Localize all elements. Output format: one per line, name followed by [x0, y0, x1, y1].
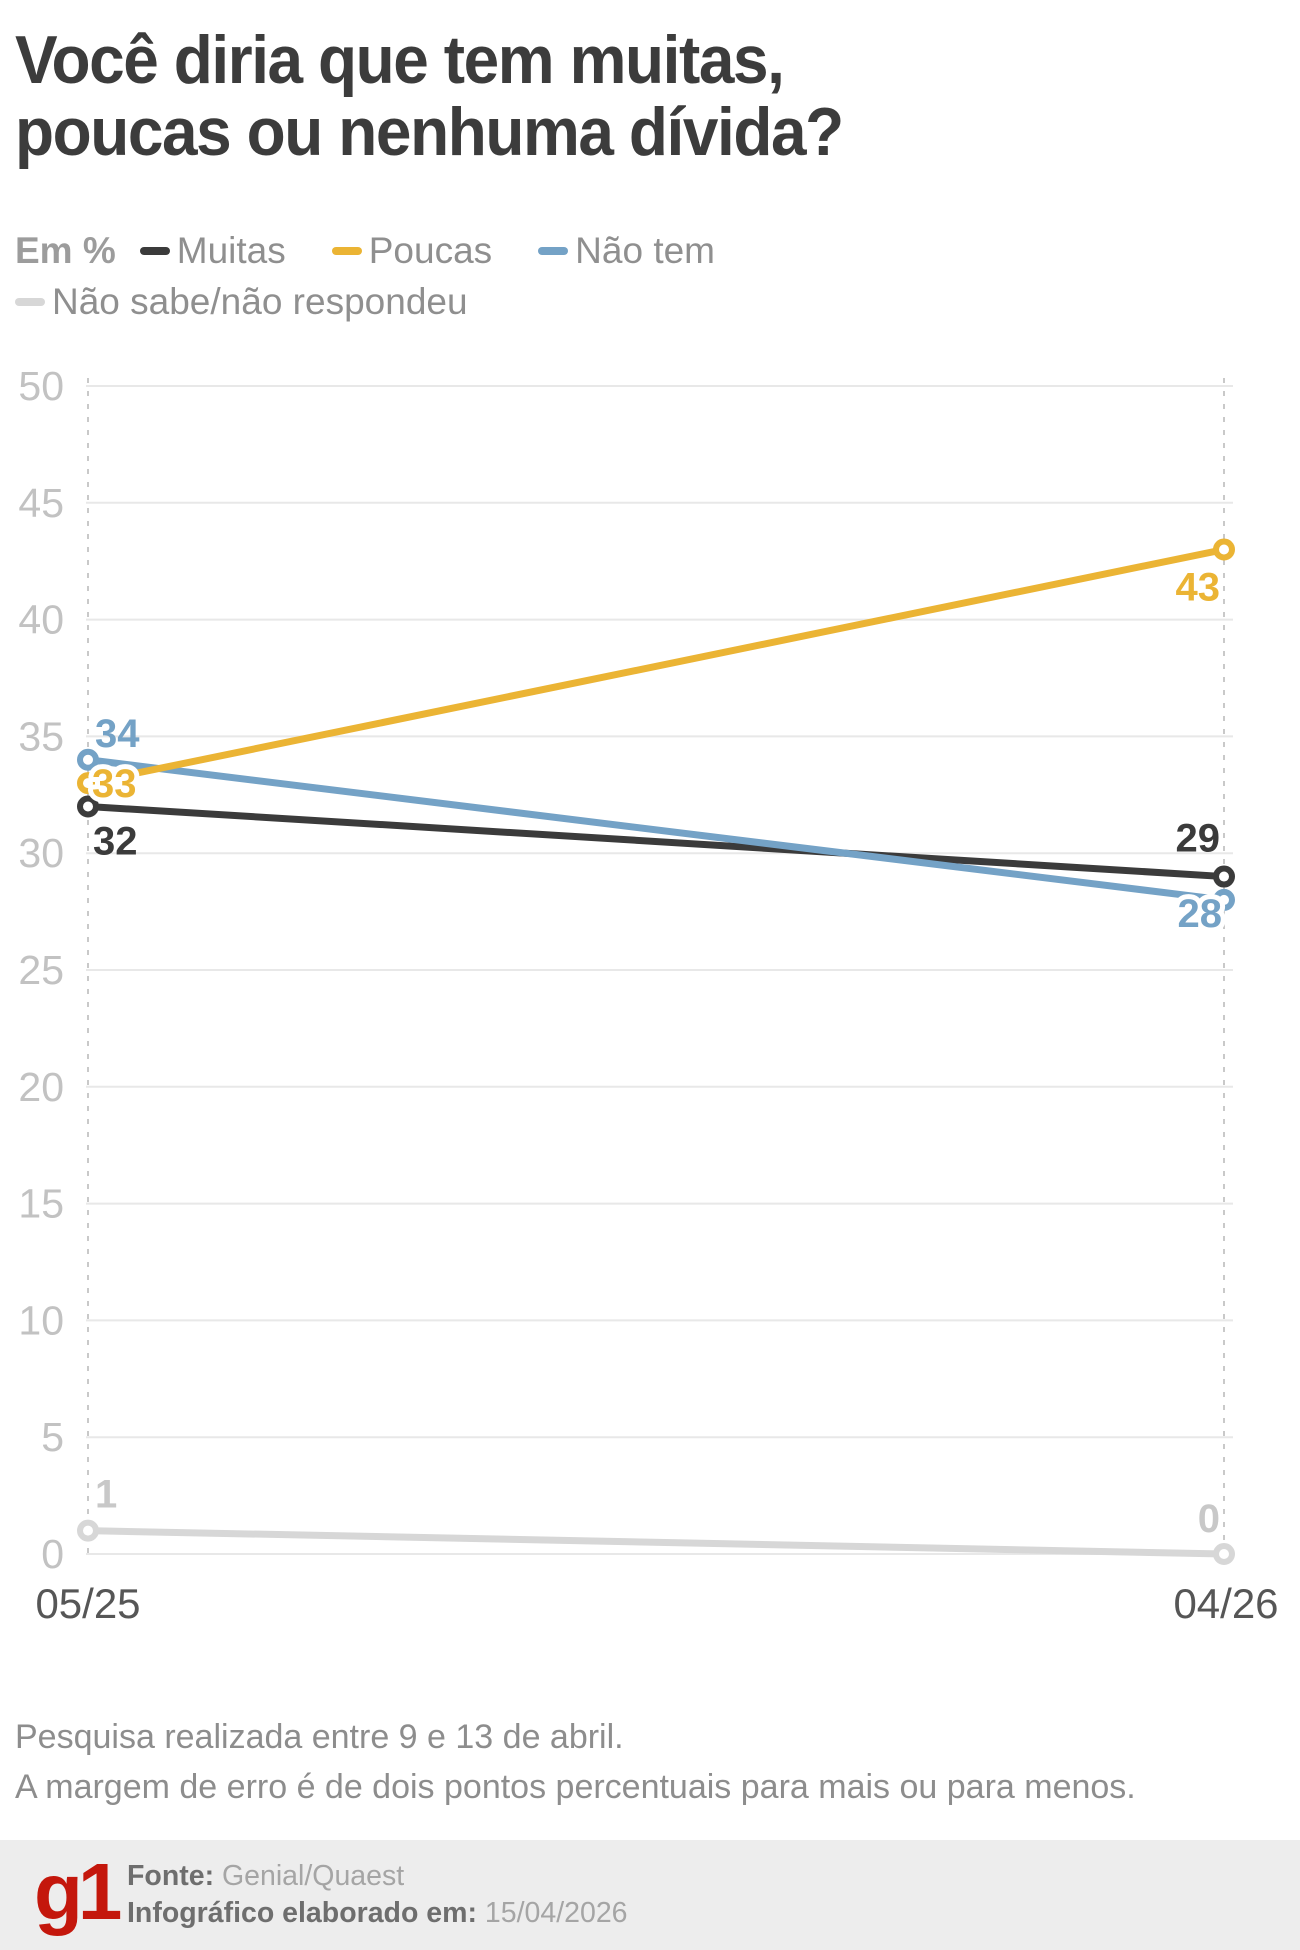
legend-item-muitas: Muitas: [139, 230, 286, 272]
legend-label: Muitas: [176, 230, 286, 271]
y-tick-label: 45: [18, 480, 64, 526]
info-line: Infográfico elaborado em: 15/04/2026: [127, 1895, 628, 1932]
page-title-line2: poucas ou nenhuma dívida?: [15, 94, 844, 170]
legend-label: Não tem: [575, 230, 716, 271]
legend-label: Poucas: [368, 230, 493, 271]
footer-text: Fonte: Genial/Quaest Infográfico elabora…: [127, 1858, 628, 1932]
footnote-2: A margem de erro é de dois pontos percen…: [15, 1768, 1136, 1806]
legend-dash-icon: [331, 247, 362, 255]
footnote-1: Pesquisa realizada entre 9 e 13 de abril…: [15, 1718, 624, 1756]
data-point: [77, 795, 99, 818]
footer-bar: g1 Fonte: Genial/Quaest Infográfico elab…: [0, 1840, 1300, 1950]
data-point: [77, 748, 99, 771]
series-line-3: [87, 1527, 1225, 1558]
x-axis-label: 05/25: [35, 1580, 140, 1627]
y-tick-label: 40: [18, 597, 64, 643]
data-point: [77, 772, 99, 795]
source-value: Genial/Quaest: [221, 1860, 405, 1892]
data-label: 32: [93, 819, 138, 863]
data-point: [1213, 888, 1235, 911]
data-point: [77, 1519, 99, 1542]
legend-dash-icon: [139, 247, 170, 255]
data-point: [1213, 538, 1235, 561]
y-tick-label: 30: [18, 830, 64, 876]
y-tick-label: 35: [18, 713, 64, 759]
legend-dash-icon: [15, 298, 45, 306]
data-point: [1213, 865, 1235, 888]
data-label: 33: [92, 762, 137, 806]
legend-row-1: Em % Muitas Poucas Não tem: [15, 230, 761, 272]
legend-label: Não sabe/não respondeu: [52, 281, 468, 322]
y-tick-label: 0: [41, 1531, 64, 1577]
data-point: [1213, 1543, 1235, 1565]
data-label: 0: [1198, 1497, 1220, 1541]
y-tick-label: 5: [41, 1414, 64, 1460]
series-line-2: [87, 756, 1225, 904]
data-label: 43: [1176, 566, 1221, 610]
info-label: Infográfico elaborado em:: [127, 1897, 477, 1929]
unit-label: Em %: [15, 230, 116, 271]
info-value: 15/04/2026: [484, 1897, 628, 1929]
legend-dash-icon: [538, 247, 569, 255]
legend-item-poucas: Poucas: [331, 230, 493, 272]
source-label: Fonte:: [127, 1860, 215, 1892]
y-tick-label: 50: [18, 363, 64, 409]
data-label: 34: [95, 712, 140, 756]
footnotes: Pesquisa realizada entre 9 e 13 de abril…: [15, 1712, 1136, 1812]
legend-item-nao-sabe: Não sabe/não respondeu: [15, 281, 468, 323]
y-tick-label: 10: [18, 1297, 64, 1343]
series-line-1: [87, 546, 1225, 787]
y-tick-label: 15: [18, 1181, 64, 1227]
y-tick-label: 20: [18, 1064, 64, 1110]
g1-logo: g1: [34, 1847, 122, 1936]
data-label: 29: [1176, 817, 1221, 861]
x-axis-label: 04/26: [1173, 1580, 1278, 1627]
page-title-line1: Você diria que tem muitas,: [15, 22, 785, 98]
legend-row-2: Não sabe/não respondeu: [15, 281, 514, 323]
data-label: 28: [1178, 892, 1223, 936]
page-title: Você diria que tem muitas, poucas ou nen…: [15, 22, 844, 170]
y-tick-label: 25: [18, 947, 64, 993]
series-line-0: [87, 802, 1225, 881]
data-label: 1: [95, 1473, 117, 1517]
source-line: Fonte: Genial/Quaest: [127, 1858, 628, 1895]
legend-item-nao-tem: Não tem: [538, 230, 715, 272]
